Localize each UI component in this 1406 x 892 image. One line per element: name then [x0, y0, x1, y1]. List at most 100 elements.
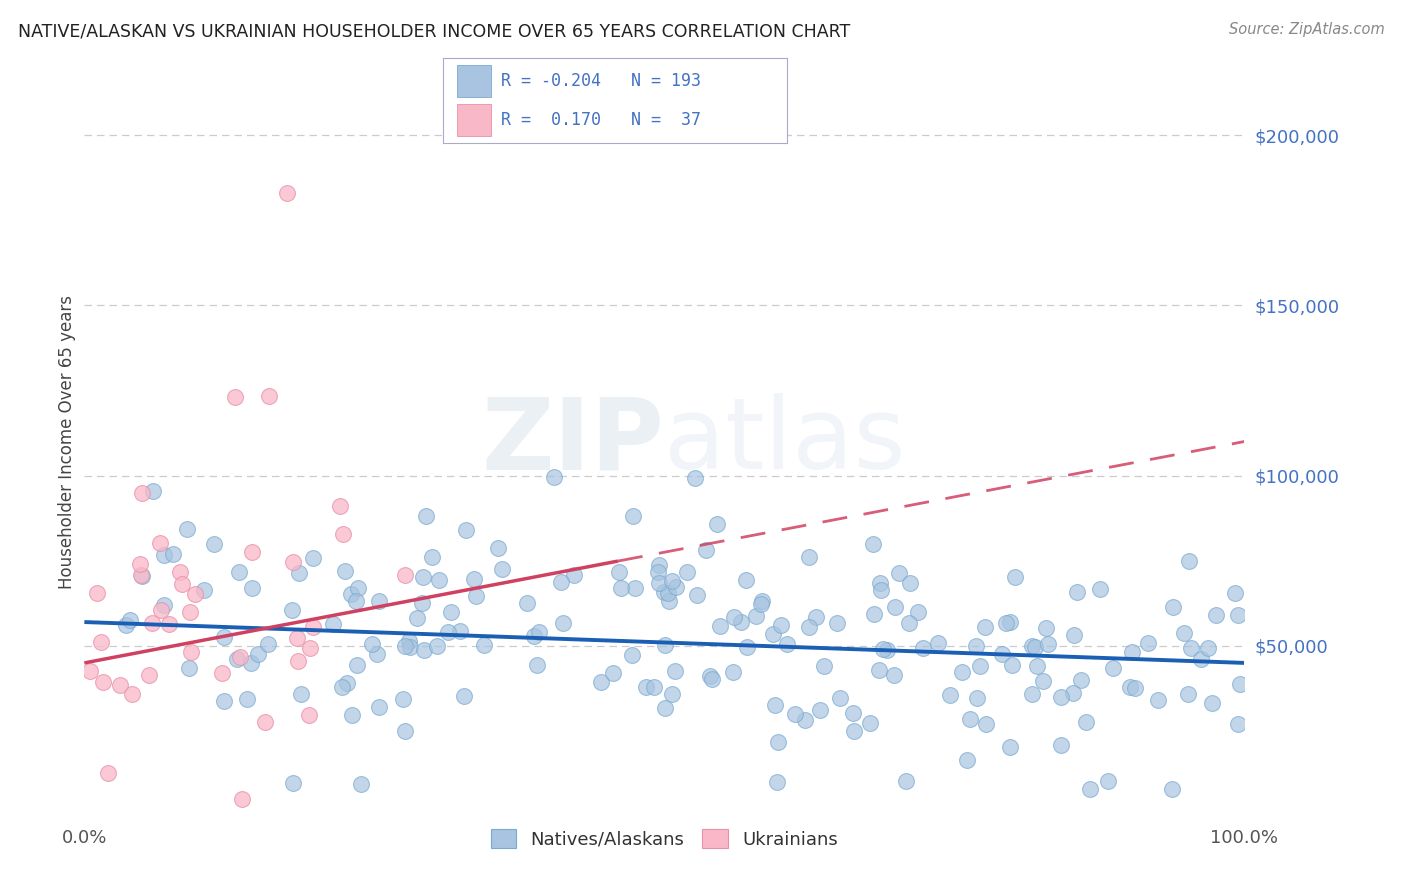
Point [1050, 738, 1073, 752]
Point [420, 549, 443, 564]
Point [90, 635, 112, 649]
Point [1177, 687, 1199, 701]
Point [543, 470, 565, 484]
Point [281, 603, 304, 617]
Point [290, 687, 312, 701]
Point [330, 680, 353, 694]
Point [551, 616, 574, 631]
Point [1070, 673, 1092, 688]
Point [896, 774, 918, 789]
Point [844, 724, 866, 739]
Point [797, 620, 820, 634]
Point [898, 616, 921, 631]
Point [1050, 690, 1073, 704]
Point [1189, 652, 1212, 666]
Point [1101, 661, 1123, 675]
Point [745, 609, 768, 624]
Point [157, 617, 180, 632]
Point [889, 566, 911, 580]
Point [240, 657, 263, 671]
Point [907, 605, 929, 619]
Point [607, 565, 630, 579]
Point [591, 674, 613, 689]
Point [240, 581, 263, 595]
Point [399, 640, 422, 654]
Point [247, 647, 270, 661]
Point [1177, 554, 1199, 568]
Point [1062, 686, 1084, 700]
Point [1163, 600, 1185, 615]
Point [709, 619, 731, 633]
Point [859, 716, 882, 731]
Point [1036, 637, 1059, 651]
Point [368, 700, 391, 714]
Point [862, 537, 884, 551]
Point [783, 706, 806, 721]
Point [366, 647, 388, 661]
Point [212, 694, 235, 708]
Point [224, 390, 246, 404]
Point [131, 485, 153, 500]
Point [153, 548, 176, 562]
Point [131, 569, 153, 583]
Point [427, 574, 450, 588]
Point [1121, 645, 1143, 659]
Bar [457, 65, 491, 97]
Point [86, 586, 108, 600]
Point [1090, 582, 1112, 596]
Point [661, 687, 683, 701]
Point [761, 626, 783, 640]
Point [394, 567, 416, 582]
Point [169, 565, 191, 579]
Point [184, 586, 207, 600]
Point [1021, 687, 1043, 701]
Point [1119, 680, 1142, 694]
Point [1063, 628, 1085, 642]
Point [346, 581, 368, 595]
Point [527, 624, 550, 639]
Point [956, 753, 979, 767]
Point [990, 647, 1012, 661]
Point [927, 636, 949, 650]
Point [177, 660, 200, 674]
Point [253, 715, 276, 730]
Text: NATIVE/ALASKAN VS UKRAINIAN HOUSEHOLDER INCOME OVER 65 YEARS CORRELATION CHART: NATIVE/ALASKAN VS UKRAINIAN HOUSEHOLDER … [18, 22, 851, 40]
Y-axis label: Householder Income Over 65 years: Householder Income Over 65 years [58, 294, 76, 589]
Point [162, 547, 184, 561]
Point [411, 596, 433, 610]
Point [974, 620, 997, 634]
Point [91, 674, 114, 689]
Text: ZIP: ZIP [481, 393, 665, 490]
Point [1160, 781, 1182, 796]
Point [367, 594, 389, 608]
Point [776, 637, 799, 651]
Point [193, 583, 215, 598]
Point [734, 574, 756, 588]
Point [550, 575, 572, 590]
Text: atlas: atlas [665, 393, 905, 490]
Point [602, 666, 624, 681]
Text: R = -0.204   N = 193: R = -0.204 N = 193 [502, 72, 702, 90]
Point [1080, 781, 1102, 796]
Point [346, 658, 368, 673]
Point [700, 672, 723, 686]
Point [1173, 625, 1195, 640]
Point [225, 652, 247, 666]
Point [79, 664, 101, 678]
Point [257, 637, 280, 651]
Point [959, 713, 981, 727]
Point [394, 640, 416, 654]
Point [654, 701, 676, 715]
Point [406, 611, 429, 625]
Point [329, 500, 352, 514]
Point [463, 572, 485, 586]
Point [1229, 676, 1251, 690]
Point [1136, 636, 1159, 650]
Point [142, 484, 165, 499]
Point [974, 716, 997, 731]
Point [150, 603, 173, 617]
Point [1180, 641, 1202, 656]
Point [869, 576, 891, 591]
Point [665, 580, 688, 594]
Point [872, 642, 894, 657]
